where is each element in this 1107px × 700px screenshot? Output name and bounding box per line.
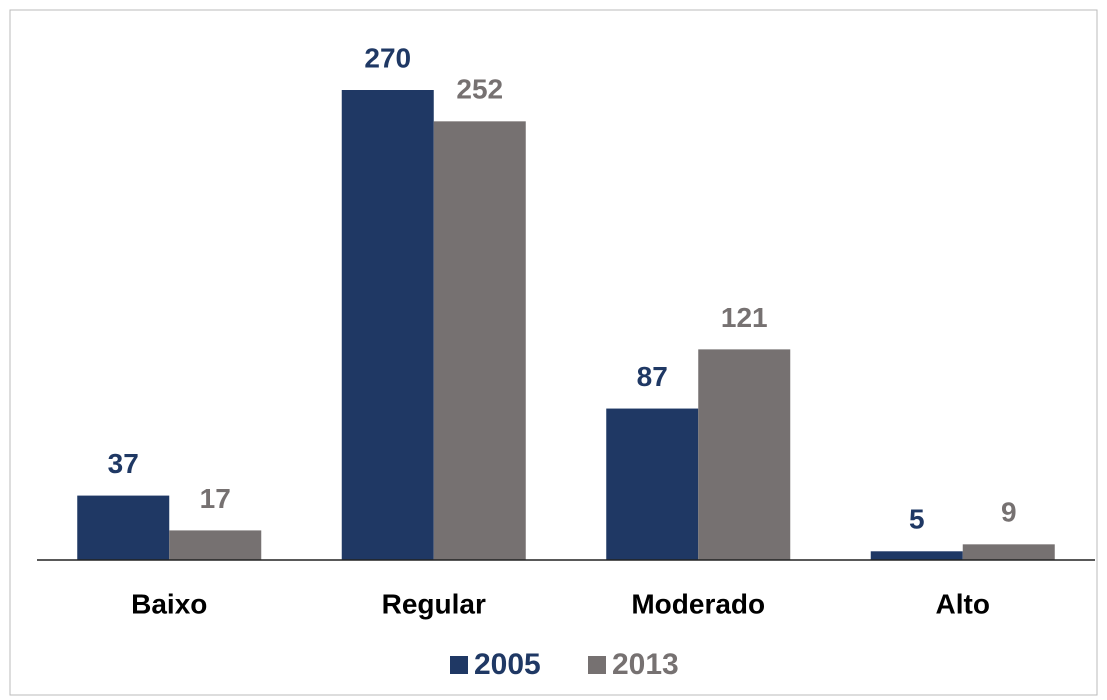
legend-swatch (450, 656, 468, 674)
bar (698, 349, 791, 560)
legend-label: 2013 (612, 648, 679, 681)
x-tick-label: Baixo (131, 588, 207, 619)
bar (169, 530, 262, 560)
legend-swatch (588, 656, 606, 674)
data-label: 270 (364, 42, 411, 73)
bar (341, 90, 434, 560)
chart-frame (9, 9, 1098, 696)
bar (962, 544, 1055, 560)
data-label: 37 (108, 448, 139, 479)
bar (606, 408, 699, 560)
data-label: 5 (909, 504, 925, 535)
bar (870, 551, 963, 560)
data-label: 121 (721, 302, 768, 333)
x-tick-label: Regular (382, 588, 486, 619)
x-tick-label: Moderado (631, 588, 765, 619)
bar (77, 495, 170, 560)
x-tick-label: Alto (936, 588, 990, 619)
bar (433, 121, 526, 560)
data-label: 252 (456, 74, 503, 105)
data-label: 9 (1001, 497, 1017, 528)
data-label: 17 (200, 483, 231, 514)
legend-label: 2005 (474, 648, 541, 681)
data-label: 87 (637, 361, 668, 392)
